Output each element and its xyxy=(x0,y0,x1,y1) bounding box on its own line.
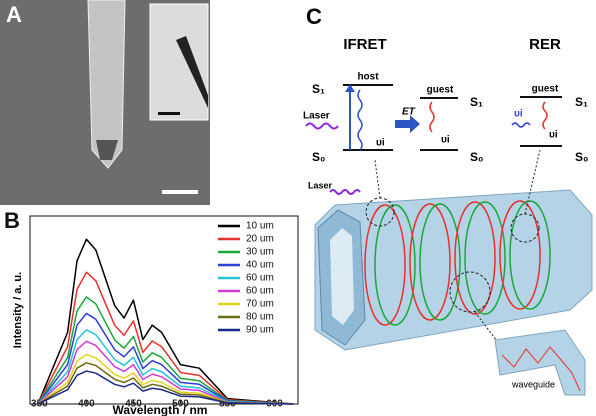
tube-hollow xyxy=(330,228,354,325)
legend-label: 60 um xyxy=(246,273,274,284)
level-label: υi xyxy=(441,135,450,146)
panel-label: C xyxy=(306,4,322,29)
legend-label: 10 um xyxy=(246,221,274,232)
level-label: host xyxy=(357,72,379,83)
level-label: guest xyxy=(427,85,454,96)
scheme-title: RER xyxy=(529,36,561,53)
legend-label: 90 um xyxy=(246,325,274,336)
laser-label: Laser xyxy=(308,180,333,190)
level-label: S₀ xyxy=(470,150,483,164)
level-label: S₀ xyxy=(575,150,588,164)
x-axis-label: Wavelength / nm xyxy=(113,403,208,416)
waveguide-label: waveguide xyxy=(511,379,555,389)
level-label: υi xyxy=(549,130,558,141)
level-label: υi xyxy=(514,109,523,120)
scheme-title: IFRET xyxy=(343,36,386,53)
y-axis-label: Intensity / a. u. xyxy=(12,272,24,348)
legend-label: 20 um xyxy=(246,234,274,245)
tem-inset xyxy=(150,4,208,120)
level-label: S₁ xyxy=(312,82,325,96)
level-label: υi xyxy=(376,138,385,149)
panel-label: B xyxy=(4,208,20,233)
x-tick-label: 400 xyxy=(78,399,95,410)
level-label: S₁ xyxy=(470,95,483,109)
level-label: S₁ xyxy=(575,95,588,109)
scale-bar xyxy=(158,112,180,115)
legend-label: 80 um xyxy=(246,312,274,323)
legend-label: 40 um xyxy=(246,260,274,271)
figure: A B 35040045050055060010 um20 um30 um40 … xyxy=(0,0,596,416)
legend-label: 60 um xyxy=(246,286,274,297)
scale-bar xyxy=(162,190,198,194)
level-label: guest xyxy=(532,84,559,95)
et-label: ET xyxy=(402,107,416,118)
panel-label: A xyxy=(6,2,22,27)
legend-label: 30 um xyxy=(246,247,274,258)
legend-label: 70 um xyxy=(246,299,274,310)
level-label: S₀ xyxy=(312,150,325,164)
laser-label: Laser xyxy=(303,111,330,122)
